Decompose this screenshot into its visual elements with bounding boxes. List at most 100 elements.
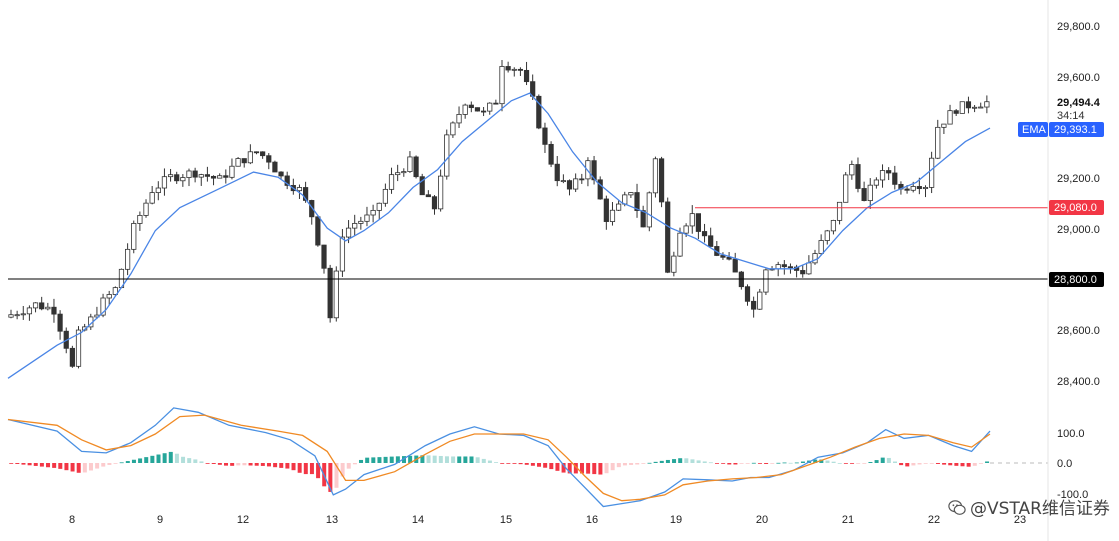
price-badges: 29,494.434:14 EMA 29,393.1 29,080.0 28,800.0: [1018, 97, 1104, 287]
candle: [278, 171, 284, 180]
candle: [493, 99, 499, 105]
macd-histogram-bar: [966, 463, 971, 467]
candle: [174, 171, 180, 184]
macd-histogram-bar: [408, 455, 413, 463]
candle: [542, 122, 548, 153]
macd-histogram-bar: [751, 462, 756, 464]
candle: [26, 305, 33, 321]
macd-histogram-bar: [537, 463, 542, 467]
macd-histogram-bar: [604, 463, 609, 474]
macd-histogram-bar: [389, 456, 394, 463]
macd-histogram-bar: [21, 463, 26, 465]
macd-line: [7, 407, 991, 508]
macd-histogram-bar: [70, 463, 75, 472]
macd-histogram-bar: [426, 455, 431, 463]
candle: [499, 59, 505, 112]
macd-histogram-bar: [530, 463, 535, 466]
candle: [591, 155, 597, 185]
macd-histogram-bar: [340, 463, 345, 477]
candle: [388, 167, 395, 194]
x-tick-label: 19: [670, 514, 682, 526]
red-level-label: 29,080.0: [1054, 202, 1097, 214]
macd-histogram-bar: [88, 463, 93, 471]
macd-histogram-bar: [715, 463, 720, 464]
macd-histogram-bar: [273, 463, 278, 468]
candle: [57, 310, 63, 340]
macd-histogram-bar: [457, 456, 462, 463]
macd-histogram-bar: [837, 463, 842, 464]
candle: [149, 185, 155, 205]
candle: [566, 179, 573, 196]
watermark-text: @VSTAR维信证券: [970, 499, 1110, 519]
macd-y-tick-label: 0.0: [1057, 458, 1072, 470]
macd-histogram-bar: [359, 459, 364, 463]
candle: [560, 174, 566, 184]
candle: [751, 296, 757, 318]
candle: [830, 219, 837, 235]
macd-histogram-bar: [549, 463, 554, 470]
macd-histogram-bar: [899, 463, 904, 466]
candle: [505, 61, 511, 73]
candle: [548, 141, 554, 168]
macd-histogram-bar: [420, 455, 425, 463]
candle: [861, 181, 867, 202]
candle: [192, 167, 198, 183]
macd-histogram-bar: [659, 460, 664, 463]
macd-histogram-bar: [665, 459, 670, 463]
macd-histogram-bar: [15, 463, 20, 464]
candle: [39, 296, 45, 311]
candle: [474, 107, 481, 112]
candle: [603, 195, 609, 230]
macd-histogram-bar: [101, 463, 106, 467]
candle: [929, 151, 935, 194]
candle: [781, 260, 787, 275]
macd-histogram-bar: [224, 463, 229, 466]
candle: [628, 192, 634, 199]
macd-histogram-bar: [905, 463, 910, 467]
macd-histogram-bar: [800, 461, 805, 463]
black-level-badge: [1049, 272, 1104, 287]
candle: [358, 216, 364, 230]
macd-histogram-bar: [696, 460, 701, 463]
candle: [407, 151, 413, 173]
macd-histogram-bar: [297, 463, 302, 473]
macd-histogram-bar: [776, 462, 781, 464]
macd-histogram-bar: [9, 463, 14, 464]
candle: [971, 105, 978, 113]
candle: [824, 229, 830, 245]
macd-histogram-bar: [923, 463, 928, 464]
macd-histogram-bar: [616, 463, 621, 468]
macd-histogram-bar: [598, 463, 603, 475]
macd-histogram-bar: [248, 463, 253, 466]
macd-histogram-bar: [917, 463, 922, 465]
x-tick-label: 23: [1014, 514, 1026, 526]
candle: [947, 104, 953, 125]
watermark: @VSTAR维信证券: [948, 494, 1110, 519]
candle: [431, 195, 438, 215]
macd-histogram-bar: [334, 463, 339, 488]
candle: [873, 177, 879, 189]
candle: [20, 306, 26, 320]
candle: [241, 158, 247, 168]
candle: [597, 176, 603, 200]
macd-histogram-bar: [402, 456, 406, 463]
macd-histogram-bar: [561, 463, 566, 473]
candle: [382, 183, 388, 207]
candle: [738, 270, 744, 290]
candle: [75, 326, 82, 369]
macd-histogram-bar: [893, 461, 897, 463]
ema-name-label: EMA: [1022, 124, 1047, 136]
macd-histogram-bar: [586, 463, 591, 474]
candle: [879, 164, 886, 188]
macd-histogram-bar: [168, 451, 173, 463]
macd-histogram-bar: [978, 463, 983, 464]
macd-histogram-bar: [843, 463, 848, 464]
candle: [836, 201, 843, 225]
macd-histogram-bar: [285, 463, 290, 469]
macd-histogram-bar: [733, 463, 738, 465]
candle: [296, 184, 303, 199]
macd-histogram-bar: [205, 463, 210, 464]
macd-histogram-bar: [500, 463, 505, 464]
candle: [978, 102, 984, 109]
